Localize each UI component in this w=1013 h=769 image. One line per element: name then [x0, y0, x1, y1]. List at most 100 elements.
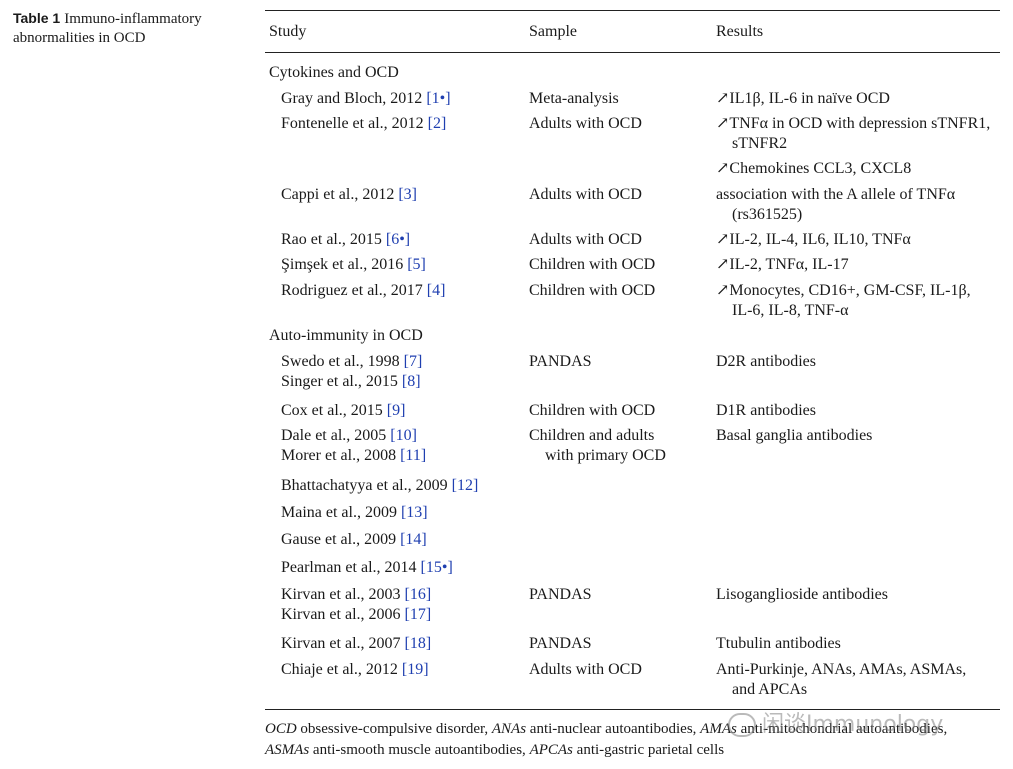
result-line: sTNFR2 [732, 135, 788, 152]
result-line: ↗TNFα in OCD with depression sTNFR1, [716, 115, 991, 132]
table-row-study: Şimşek et al., 2016 [5] [281, 255, 426, 275]
study-name: Chiaje et al., 2012 [281, 661, 402, 678]
study-name: Kirvan et al., 2007 [281, 635, 405, 652]
result-line: (rs361525) [732, 206, 803, 223]
table-row-result: Lisoganglioside antibodies [716, 586, 888, 603]
table-row-result: D1R antibodies [716, 402, 816, 419]
table-row-study: Maina et al., 2009 [13] [281, 503, 428, 523]
table-row-study: Rodriguez et al., 2017 [4] [281, 281, 445, 301]
table-row-study: Fontenelle et al., 2012 [2] [281, 114, 446, 134]
study-name: Swedo et al., 1998 [281, 353, 404, 370]
abbrev: APCAs [529, 742, 573, 758]
reference-link[interactable]: [12] [451, 477, 479, 494]
reference-link[interactable]: [11] [400, 447, 427, 464]
section-heading-cytokines: Cytokines and OCD [269, 64, 399, 81]
table-row-result: ↗IL-2, IL-4, IL6, IL10, TNFα [716, 231, 911, 248]
table-row-result: association with the A allele of TNFα (rs… [716, 185, 955, 225]
study-name: Rodriguez et al., 2017 [281, 282, 427, 299]
table-row-result: ↗Monocytes, CD16+, GM-CSF, IL-1β, IL-6, I… [716, 281, 971, 321]
study-name: Dale et al., 2005 [281, 427, 391, 444]
table-row-result: Ttubulin antibodies [716, 635, 841, 652]
table-row-result: D2R antibodies [716, 353, 816, 370]
result-line: and APCAs [732, 681, 808, 698]
abbrev: ANAs [491, 721, 527, 737]
reference-link[interactable]: [6•] [385, 231, 411, 248]
table-row-study: Chiaje et al., 2012 [19] [281, 660, 429, 680]
reference-link[interactable]: [14] [400, 531, 427, 548]
table-row-result: ↗IL1β, IL-6 in naïve OCD [716, 90, 890, 107]
table-row-sample: PANDAS [529, 635, 592, 652]
table-row-study: Kirvan et al., 2003 [16] Kirvan et al., 2… [281, 585, 431, 625]
reference-link[interactable]: [5] [407, 256, 426, 273]
table-row-study: Cox et al., 2015 [9] [281, 401, 405, 421]
table-footnote: OCD obsessive-compulsive disorder, ANAs … [265, 719, 1005, 761]
study-name: Kirvan et al., 2003 [281, 586, 405, 603]
table-row-sample: Children with OCD [529, 402, 656, 419]
study-name: Rao et al., 2015 [281, 231, 386, 248]
result-line: Anti-Purkinje, ANAs, AMAs, ASMAs, [716, 661, 967, 678]
watermark: 闲谈Immunology [728, 706, 943, 738]
header-rule [265, 52, 1000, 53]
reference-link[interactable]: [4] [426, 282, 446, 299]
table-row-study: Gray and Bloch, 2012 [1•] [281, 89, 451, 109]
abbrev: AMAs [700, 721, 737, 737]
table-row-study: Swedo et al., 1998 [7] Singer et al., 201… [281, 352, 422, 392]
table-row-sample: Adults with OCD [529, 115, 642, 132]
abbrev-def: obsessive-compulsive disorder, [296, 721, 492, 737]
sample-line: with primary OCD [545, 447, 666, 464]
table-row-sample: Adults with OCD [529, 231, 642, 248]
result-line: IL-6, IL-8, TNF-α [732, 302, 849, 319]
study-name: Şimşek et al., 2016 [281, 256, 408, 273]
reference-link[interactable]: [18] [404, 635, 432, 652]
abbrev-def: anti-smooth muscle autoantibodies, [309, 742, 530, 758]
table-row-sample: Adults with OCD [529, 661, 642, 678]
table-row-study: Gause et al., 2009 [14] [281, 530, 427, 550]
table-row-sample: Meta-analysis [529, 90, 619, 107]
column-header-study: Study [269, 23, 307, 40]
table-row-sample: Adults with OCD [529, 186, 642, 203]
study-name: Gray and Bloch, 2012 [281, 90, 427, 107]
wechat-icon [728, 713, 756, 737]
abbrev: OCD [265, 721, 297, 737]
reference-link[interactable]: [17] [404, 606, 432, 623]
reference-link[interactable]: [10] [390, 427, 417, 444]
reference-link[interactable]: [16] [404, 586, 432, 603]
table-row-study: Bhattachatyya et al., 2009 [12] [281, 476, 478, 496]
reference-link[interactable]: [1•] [426, 90, 451, 107]
table-row-study: Cappi et al., 2012 [3] [281, 185, 417, 205]
abbrev-def: anti-mitochondrial autoantibodies, [736, 721, 948, 737]
reference-link[interactable]: [8] [401, 373, 421, 390]
column-header-sample: Sample [529, 23, 577, 40]
table-row-sample: PANDAS [529, 586, 592, 603]
table-row-result: ↗IL-2, TNFα, IL-17 [716, 256, 849, 273]
table-row-sample: PANDAS [529, 353, 592, 370]
reference-link[interactable]: [19] [401, 661, 429, 678]
table-row-sample: Children with OCD [529, 256, 656, 273]
study-name: Fontenelle et al., 2012 [281, 115, 428, 132]
study-name: Maina et al., 2009 [281, 504, 401, 521]
result-line: ↗Monocytes, CD16+, GM-CSF, IL-1β, [716, 282, 971, 299]
reference-link[interactable]: [7] [403, 353, 423, 370]
table-title: Immuno-inflammatory abnormalities in OCD [13, 11, 202, 46]
reference-link[interactable]: [2] [427, 115, 447, 132]
sample-line: Children and adults [529, 427, 655, 444]
abbrev-def: anti-nuclear autoantibodies, [526, 721, 701, 737]
abbrev-def: anti-gastric parietal cells [572, 742, 725, 758]
table-row-result: Basal ganglia antibodies [716, 427, 873, 444]
column-header-results: Results [716, 23, 764, 40]
study-name: Cox et al., 2015 [281, 402, 387, 419]
table-row-study: Kirvan et al., 2007 [18] [281, 634, 431, 654]
reference-link[interactable]: [15•] [420, 559, 453, 576]
table-row-sample: Children with OCD [529, 282, 656, 299]
reference-link[interactable]: [9] [386, 402, 406, 419]
result-line: association with the A allele of TNFα [716, 186, 956, 203]
table-label: Table 1 [13, 10, 61, 26]
reference-link[interactable]: [3] [398, 186, 417, 203]
table-row-result: ↗Chemokines CCL3, CXCL8 [716, 160, 912, 177]
reference-link[interactable]: [13] [400, 504, 428, 521]
top-rule [265, 10, 1000, 11]
study-name: Pearlman et al., 2014 [281, 559, 421, 576]
bottom-rule [265, 709, 1000, 710]
study-name: Cappi et al., 2012 [281, 186, 399, 203]
study-name: Morer et al., 2008 [281, 447, 401, 464]
